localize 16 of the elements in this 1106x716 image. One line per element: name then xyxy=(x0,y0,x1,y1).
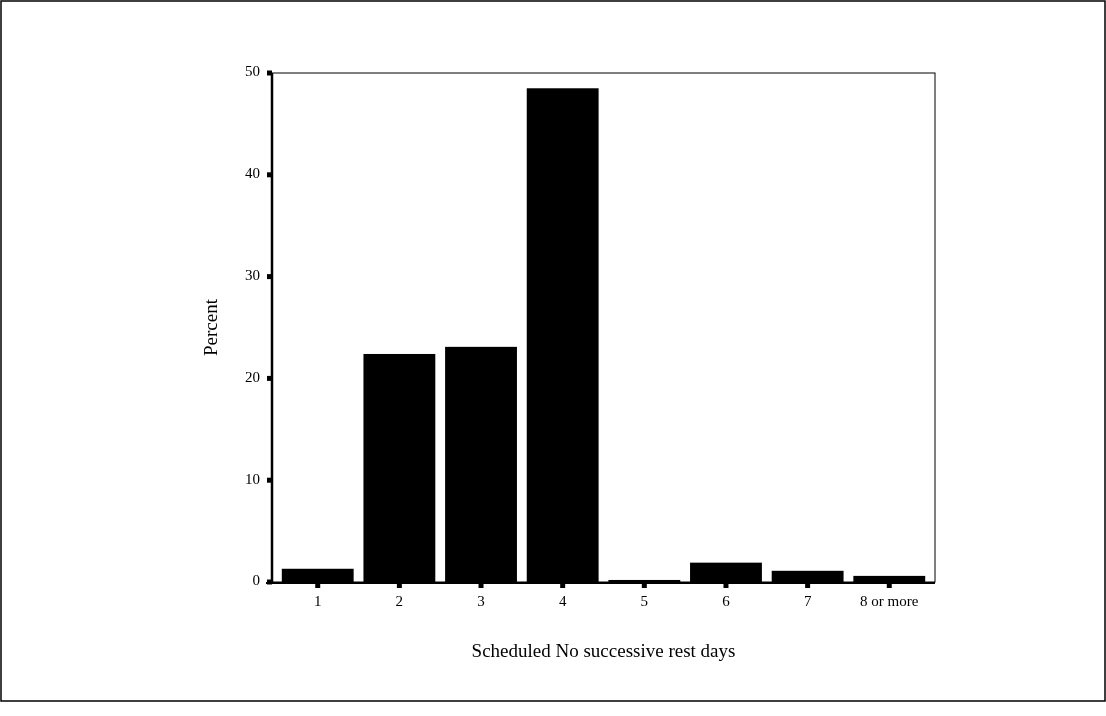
y-tick-label: 10 xyxy=(245,470,260,487)
x-axis-title: Scheduled No successive rest days xyxy=(471,640,736,661)
y-tick-label: 40 xyxy=(245,165,260,182)
y-tick-label: 30 xyxy=(245,267,260,284)
y-tick-label: 0 xyxy=(252,572,260,589)
y-tick-label: 50 xyxy=(245,63,260,80)
x-tick-label: 4 xyxy=(558,593,567,609)
x-tick-label: 2 xyxy=(395,593,404,609)
y-axis-title: Percent xyxy=(200,298,221,356)
x-tick-label: 7 xyxy=(803,593,812,609)
x-tick-label: 5 xyxy=(640,593,649,609)
y-tick-label: 20 xyxy=(245,368,260,385)
x-tick-label: 6 xyxy=(722,593,731,609)
x-tick-label: 8 or more xyxy=(860,593,919,609)
x-tick-label: 3 xyxy=(477,593,485,609)
x-tick-label: 1 xyxy=(313,593,322,609)
